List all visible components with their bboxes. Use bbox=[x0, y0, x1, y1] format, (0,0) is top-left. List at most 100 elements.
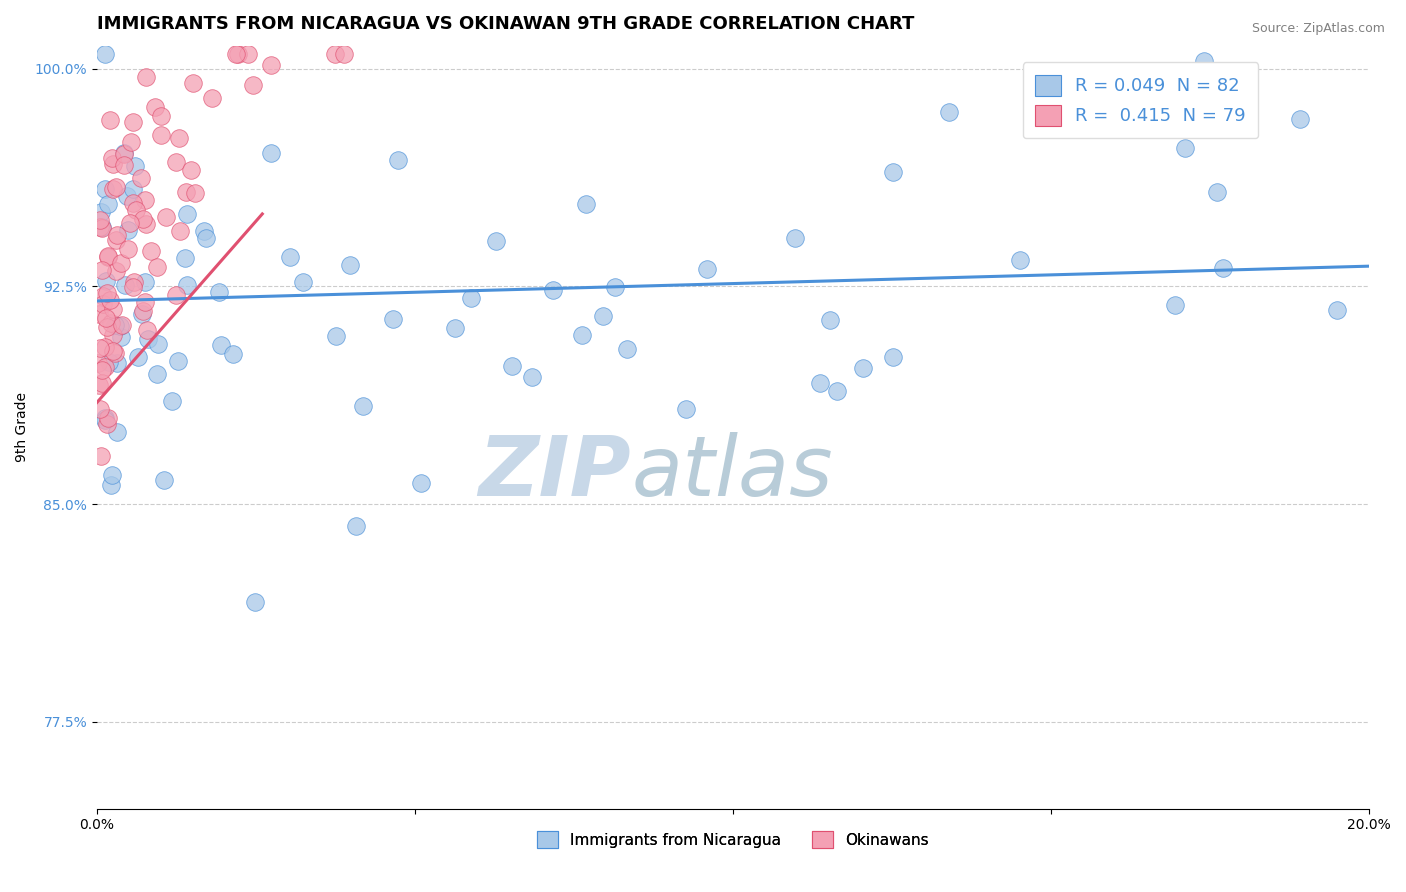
Point bbox=[152, 473, 174, 487]
Point bbox=[882, 165, 904, 179]
Point bbox=[243, 595, 266, 609]
Legend: Immigrants from Nicaragua, Okinawans: Immigrants from Nicaragua, Okinawans bbox=[530, 824, 935, 855]
Point bbox=[117, 189, 139, 203]
Point bbox=[101, 182, 124, 196]
Point bbox=[97, 250, 120, 264]
Point bbox=[141, 244, 163, 259]
Point bbox=[101, 302, 124, 317]
Point bbox=[1192, 116, 1215, 130]
Point bbox=[1192, 54, 1215, 68]
Point bbox=[160, 394, 183, 409]
Point bbox=[808, 376, 831, 390]
Point bbox=[225, 47, 247, 62]
Point bbox=[104, 346, 127, 360]
Point bbox=[134, 294, 156, 309]
Text: Source: ZipAtlas.com: Source: ZipAtlas.com bbox=[1251, 22, 1385, 36]
Point bbox=[96, 286, 118, 301]
Point bbox=[1326, 302, 1348, 317]
Point bbox=[91, 221, 114, 235]
Point bbox=[87, 377, 110, 392]
Point bbox=[94, 340, 117, 354]
Point bbox=[155, 210, 177, 224]
Point bbox=[543, 283, 565, 297]
Point bbox=[938, 104, 960, 119]
Point bbox=[98, 112, 121, 127]
Point bbox=[96, 410, 118, 425]
Point bbox=[101, 328, 124, 343]
Point bbox=[94, 311, 117, 326]
Point bbox=[522, 370, 544, 384]
Point bbox=[1288, 112, 1310, 127]
Point bbox=[1008, 252, 1031, 267]
Point bbox=[100, 316, 122, 330]
Point bbox=[460, 291, 482, 305]
Point bbox=[111, 318, 134, 333]
Point bbox=[176, 278, 198, 293]
Point bbox=[97, 196, 120, 211]
Point bbox=[94, 47, 117, 62]
Point bbox=[89, 341, 111, 355]
Point bbox=[181, 76, 204, 90]
Point bbox=[127, 350, 149, 364]
Point bbox=[93, 297, 115, 311]
Point bbox=[97, 355, 120, 369]
Point bbox=[134, 193, 156, 207]
Point bbox=[165, 154, 187, 169]
Point bbox=[91, 262, 114, 277]
Point bbox=[131, 307, 153, 321]
Point bbox=[242, 78, 264, 92]
Point bbox=[89, 402, 111, 417]
Point bbox=[100, 477, 122, 491]
Point bbox=[90, 219, 112, 234]
Point bbox=[176, 207, 198, 221]
Point bbox=[104, 318, 127, 332]
Point bbox=[131, 171, 153, 186]
Point bbox=[387, 153, 409, 167]
Point bbox=[603, 280, 626, 294]
Point bbox=[93, 182, 115, 196]
Point bbox=[352, 400, 374, 414]
Point bbox=[104, 264, 127, 278]
Point bbox=[184, 186, 207, 201]
Point bbox=[226, 47, 249, 62]
Point bbox=[201, 91, 224, 105]
Point bbox=[89, 213, 111, 227]
Point bbox=[118, 217, 141, 231]
Point bbox=[145, 368, 167, 382]
Point bbox=[444, 321, 467, 335]
Point bbox=[193, 223, 215, 237]
Point bbox=[292, 276, 315, 290]
Point bbox=[122, 275, 145, 289]
Point bbox=[96, 417, 118, 432]
Point bbox=[94, 359, 117, 374]
Point bbox=[101, 467, 124, 482]
Point bbox=[165, 288, 187, 302]
Point bbox=[882, 350, 904, 364]
Point bbox=[87, 307, 110, 321]
Point bbox=[236, 47, 259, 62]
Point bbox=[104, 233, 127, 247]
Point bbox=[1206, 185, 1229, 199]
Point bbox=[209, 338, 232, 352]
Point bbox=[91, 363, 114, 377]
Point bbox=[149, 128, 172, 143]
Point bbox=[117, 222, 139, 236]
Point bbox=[96, 320, 118, 334]
Point bbox=[105, 425, 128, 440]
Point bbox=[323, 47, 346, 62]
Point bbox=[675, 401, 697, 416]
Point bbox=[112, 146, 135, 161]
Point bbox=[696, 262, 718, 277]
Point bbox=[260, 146, 283, 161]
Point bbox=[101, 344, 124, 359]
Point bbox=[325, 329, 347, 343]
Point bbox=[1174, 141, 1197, 155]
Point bbox=[87, 356, 110, 370]
Point bbox=[110, 319, 132, 334]
Point bbox=[114, 277, 136, 292]
Point bbox=[616, 342, 638, 356]
Point bbox=[94, 413, 117, 427]
Point bbox=[112, 158, 135, 172]
Point bbox=[105, 356, 128, 370]
Point bbox=[135, 70, 157, 84]
